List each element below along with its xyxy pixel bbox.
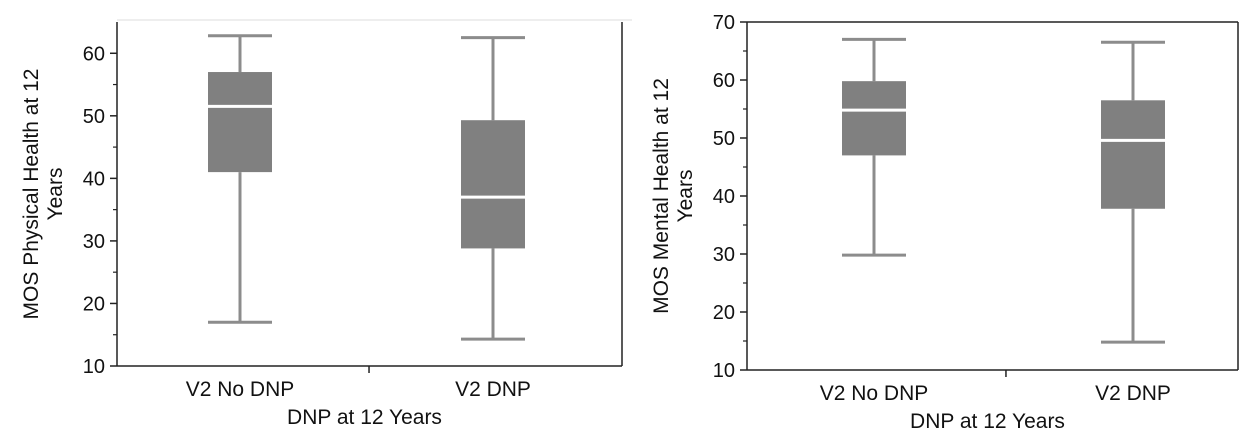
y-tick-label: 10 <box>83 356 105 378</box>
x-category-label: V2 DNP <box>455 378 531 401</box>
physical-health-boxplot-panel: 10 20 30 40 50 60 V2 No DNP V2 DNP DNP at 12 Yea… <box>20 19 632 428</box>
y-tick-label: 30 <box>713 244 735 266</box>
y-axis-title-line-2: Years <box>674 170 697 223</box>
y-axis-title-line-2: Years <box>44 168 67 221</box>
x-category-label: V2 DNP <box>1095 382 1171 405</box>
x-axis-title: DNP at 12 Years <box>287 406 442 428</box>
y-tick-label: 50 <box>713 128 735 150</box>
x-category-label: V2 No DNP <box>186 378 295 401</box>
x-category-label: V2 No DNP <box>820 382 929 405</box>
box-v2-dnp <box>461 36 525 341</box>
mental-health-boxplot-panel: 10 20 30 40 50 60 70 V2 No DNP V2 DNP DNP at 12 Y… <box>650 12 1239 428</box>
y-axis-title-line-1: MOS Physical Health at 12 <box>20 69 43 320</box>
y-tick-label: 30 <box>83 231 105 253</box>
iqr-box <box>842 81 906 156</box>
iqr-box <box>1101 100 1165 209</box>
y-tick-label: 70 <box>713 12 735 34</box>
y-tick-label: 60 <box>83 43 105 65</box>
iqr-box <box>208 72 272 173</box>
y-tick-label: 60 <box>713 70 735 92</box>
x-axis-title: DNP at 12 Years <box>910 410 1065 428</box>
y-tick-label: 40 <box>713 186 735 208</box>
y-axis-title: MOS Mental Health at 12Years <box>650 78 697 314</box>
y-tick-label: 10 <box>713 360 735 382</box>
y-axis-title: MOS Physical Health at 12Years <box>20 69 67 320</box>
iqr-box <box>461 120 525 249</box>
y-tick-label: 50 <box>83 106 105 128</box>
box-v2-no-dnp <box>208 34 272 324</box>
y-tick-label: 20 <box>83 293 105 315</box>
y-axis-title-line-1: MOS Mental Health at 12 <box>650 78 673 314</box>
y-tick-label: 40 <box>83 168 105 190</box>
y-tick-label: 20 <box>713 302 735 324</box>
box-v2-dnp <box>1101 40 1165 344</box>
box-v2-no-dnp <box>842 37 906 257</box>
